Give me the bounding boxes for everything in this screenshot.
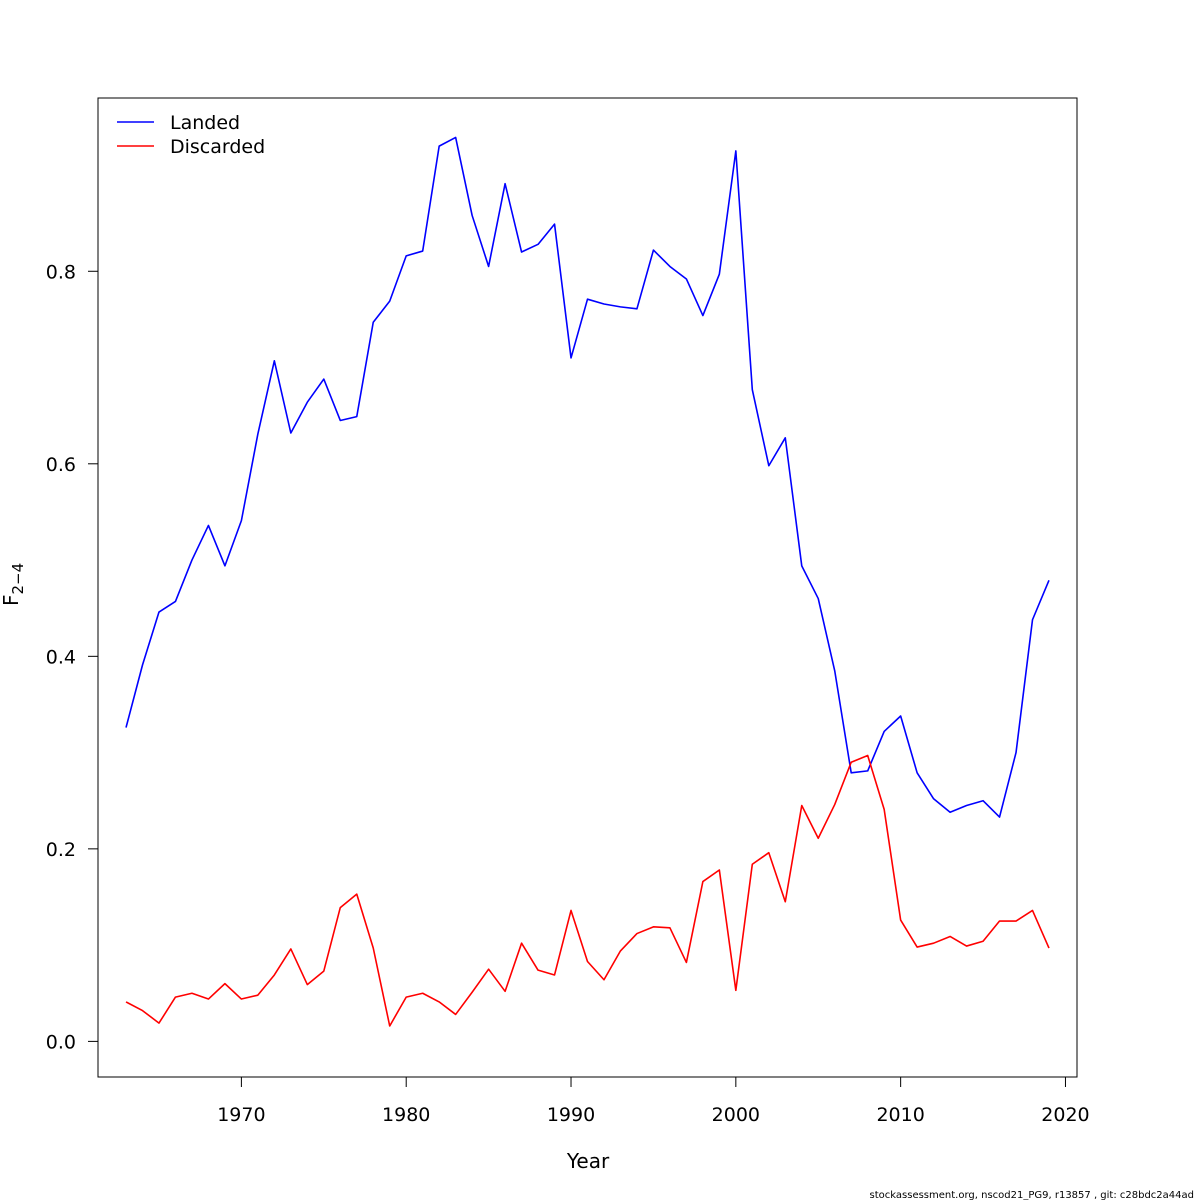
y-axis-label-main: F: [0, 594, 23, 606]
x-tick-label: 1990: [547, 1104, 595, 1126]
x-tick-label: 2010: [876, 1104, 924, 1126]
y-axis-label-sub: 2−4: [9, 563, 27, 595]
x-tick-label: 1970: [217, 1104, 265, 1126]
y-tick-label: 0.8: [46, 261, 76, 283]
y-tick-label: 0.4: [46, 646, 76, 668]
legend-label-discarded: Discarded: [170, 136, 265, 158]
svg-text:F2−4: F2−4: [0, 563, 27, 606]
series-line-discarded: [125, 754, 1050, 1027]
y-axis-label: F2−4: [0, 563, 27, 606]
footer-text: stockassessment.org, nscod21_PG9, r13857…: [870, 1190, 1194, 1200]
legend-label-landed: Landed: [170, 112, 240, 134]
x-axis-label: Year: [566, 1149, 610, 1173]
x-tick-label: 2020: [1041, 1104, 1089, 1126]
x-tick-label: 2000: [712, 1104, 760, 1126]
y-tick-label: 0.0: [46, 1031, 76, 1053]
y-tick-label: 0.2: [46, 839, 76, 861]
plot-frame: [97, 97, 1078, 1078]
series-layer: [125, 136, 1050, 1027]
series-line-landed: [125, 136, 1050, 818]
y-tick-label: 0.6: [46, 454, 76, 476]
y-axis: 0.0 0.2 0.4 0.6 0.8: [46, 261, 99, 1053]
x-tick-label: 1980: [382, 1104, 430, 1126]
x-axis: 1970 1980 1990 2000 2010 2020: [217, 1076, 1090, 1126]
